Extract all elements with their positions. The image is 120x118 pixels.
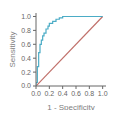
svg-text:0.2: 0.2: [21, 69, 31, 76]
svg-text:0.4: 0.4: [58, 90, 68, 97]
svg-text:1.0: 1.0: [21, 13, 31, 20]
svg-text:0.6: 0.6: [71, 90, 81, 97]
svg-text:0.0: 0.0: [21, 82, 31, 89]
svg-text:0.8: 0.8: [21, 27, 31, 34]
svg-text:1 - Specificity: 1 - Specificity: [47, 103, 95, 110]
svg-text:0.8: 0.8: [84, 90, 94, 97]
svg-text:0.0: 0.0: [31, 90, 41, 97]
svg-text:Sensitivity: Sensitivity: [8, 31, 17, 67]
svg-text:0.2: 0.2: [44, 90, 54, 97]
svg-text:0.4: 0.4: [21, 55, 31, 62]
svg-text:1.0: 1.0: [98, 90, 108, 97]
svg-text:0.6: 0.6: [21, 41, 31, 48]
